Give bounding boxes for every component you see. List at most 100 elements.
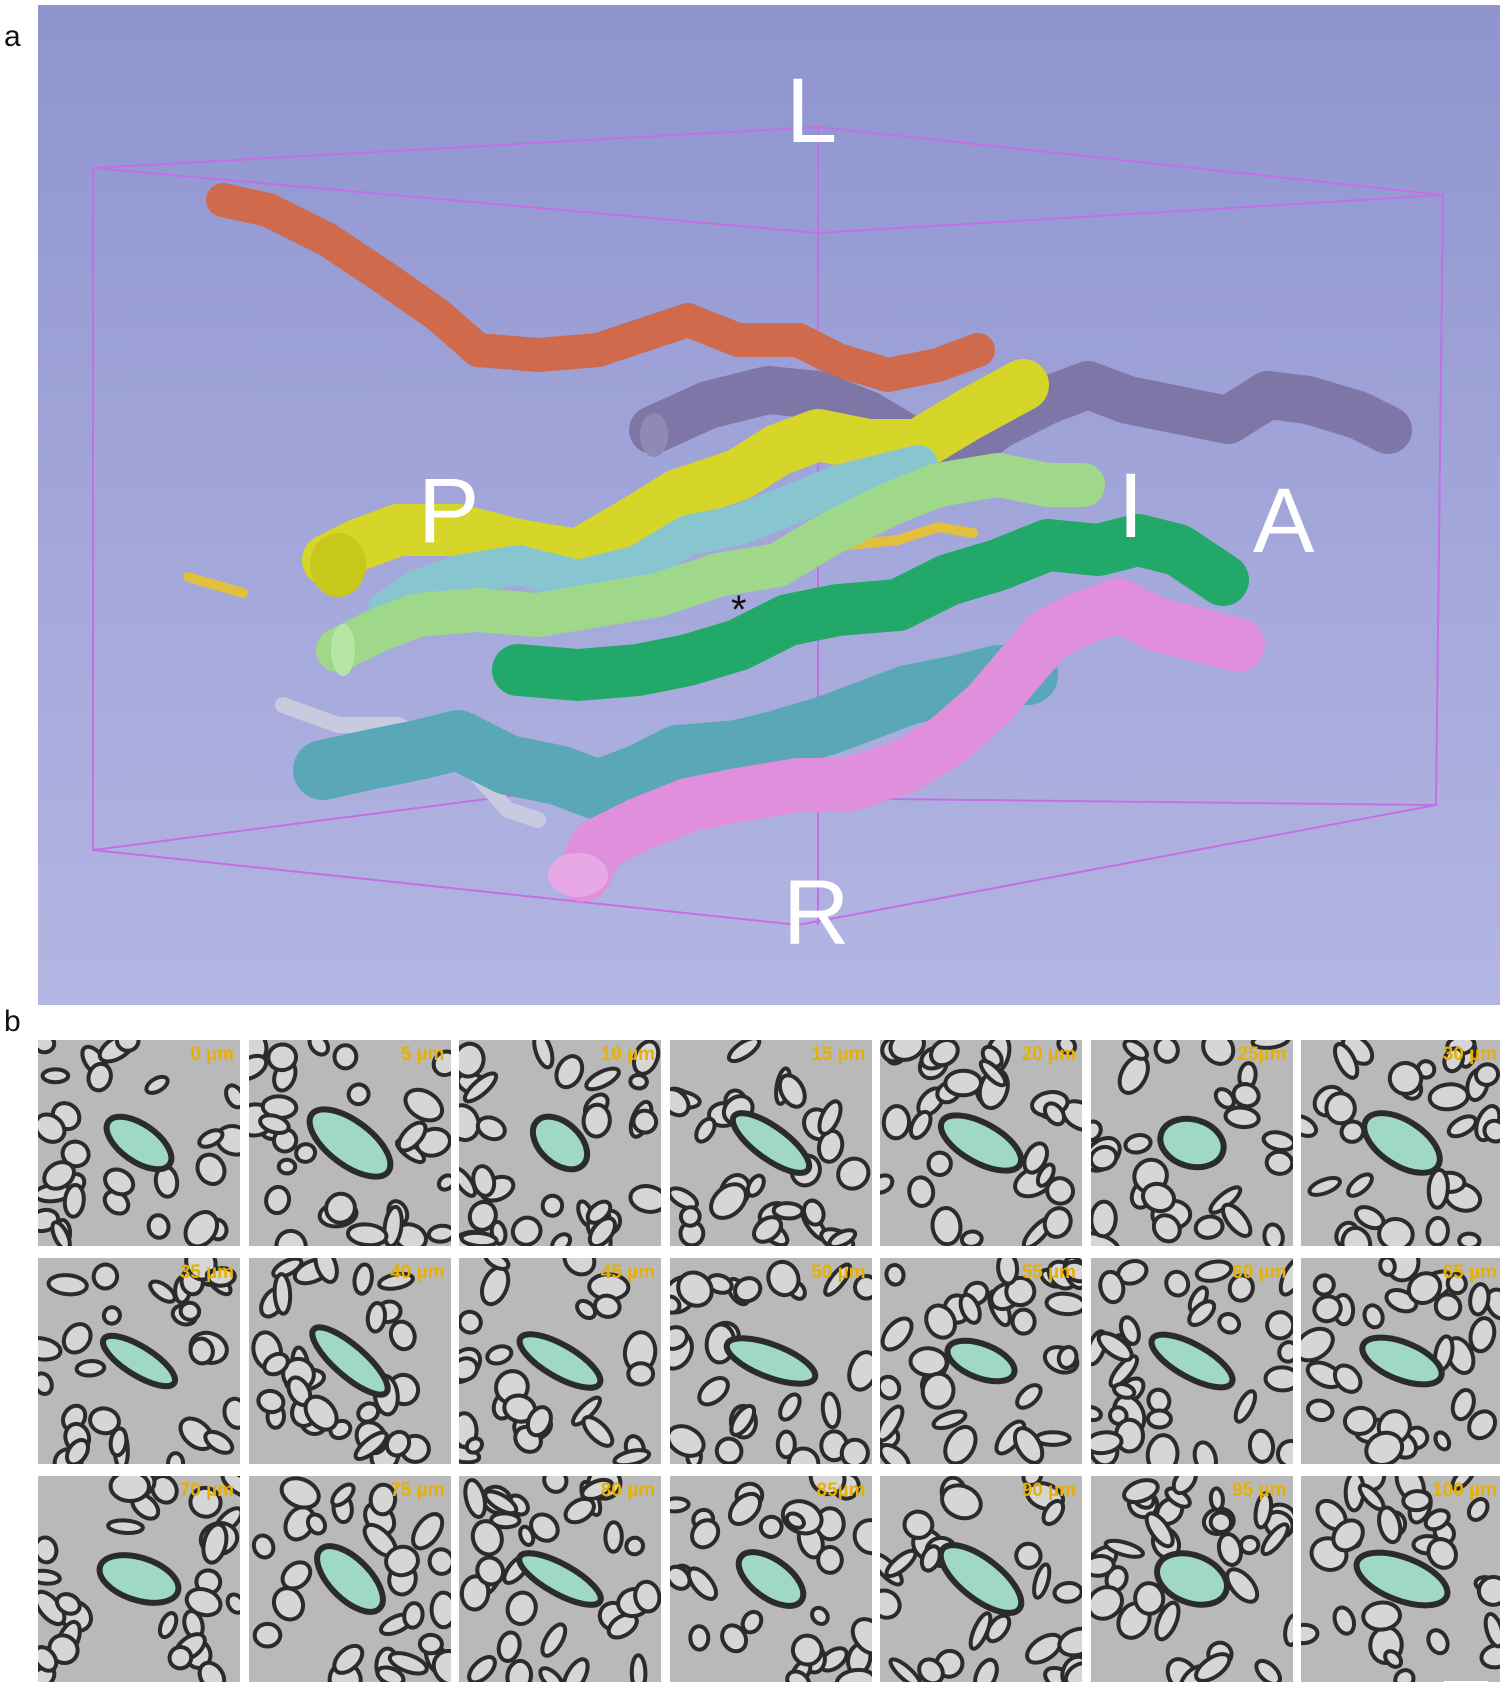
axon-profile [1276, 1340, 1293, 1364]
em-section-image [459, 1476, 661, 1682]
axon-profile [429, 1590, 451, 1630]
depth-label: 85µm [816, 1480, 866, 1501]
fiber-darkgreen [492, 514, 1249, 701]
axon-profile [669, 1294, 681, 1315]
axon-profile [1041, 1498, 1066, 1527]
axon-profile [784, 1669, 811, 1682]
fiber-lightgreen [316, 453, 1105, 672]
axon-profile [740, 1609, 763, 1635]
axon-profile [410, 1512, 444, 1551]
axon-profile [929, 1040, 960, 1068]
axon-profile [958, 1292, 982, 1325]
axon-profile [485, 1344, 514, 1366]
axon-profile [669, 1325, 689, 1351]
axon-profile [471, 1164, 497, 1198]
axon-profile [540, 1622, 568, 1658]
axon-profile [784, 1511, 806, 1530]
axon-profile [765, 1259, 800, 1298]
axon-profile [1278, 1258, 1293, 1297]
axon-profile [1378, 1258, 1397, 1277]
depth-label: 100 µm [1432, 1480, 1497, 1501]
axon-profile [61, 1322, 93, 1355]
axon-profile [496, 1630, 522, 1663]
axon-profile [584, 1066, 621, 1092]
axon-profile [201, 1522, 229, 1565]
axon-profile [1063, 1660, 1082, 1682]
section-tile: 55 µm [880, 1258, 1082, 1464]
fiber-pink [556, 578, 1265, 902]
em-section-image [1301, 1476, 1500, 1682]
axon-profile [525, 1405, 553, 1438]
axon-profile [1401, 1489, 1433, 1513]
highlighted-axon [1147, 1331, 1236, 1391]
axon-profile [274, 1228, 308, 1246]
axon-profile [603, 1520, 624, 1554]
em-section-image [669, 1476, 872, 1682]
axon-profile [38, 1112, 67, 1144]
highlighted-axon [729, 1110, 812, 1176]
axon-profile [758, 1514, 784, 1539]
axon-profile [1484, 1287, 1500, 1321]
axon-profile [279, 1476, 321, 1510]
axon-profile [809, 1605, 830, 1626]
axon-profile [1261, 1222, 1285, 1246]
depth-label: 20 µm [1021, 1044, 1076, 1065]
axon-profile [973, 1657, 999, 1682]
axon-profile [1224, 1567, 1259, 1604]
axon-profile [148, 1279, 177, 1304]
axon-profile [968, 1611, 993, 1651]
axon-profile [1090, 1144, 1118, 1172]
axon-profile [1466, 1497, 1490, 1522]
axon-profile [581, 1102, 612, 1139]
axon-profile [257, 1113, 291, 1135]
axon-profile [1186, 1299, 1216, 1327]
axon-profile [1393, 1668, 1416, 1682]
em-section-image [248, 1040, 451, 1246]
axon-profile [55, 1592, 82, 1616]
axon-profile [42, 1160, 76, 1191]
depth-label: 40 µm [390, 1262, 445, 1283]
axon-profile [1282, 1613, 1293, 1647]
depth-label: 10 µm [600, 1044, 655, 1065]
highlighted-axon [313, 1543, 386, 1615]
axon-profile [470, 1519, 504, 1557]
axon-profile [431, 1049, 451, 1078]
axon-profile [919, 1544, 942, 1573]
axon-profile [902, 1509, 935, 1540]
highlighted-axon [529, 1113, 591, 1173]
axon-profile [1264, 1149, 1293, 1176]
em-section-image [38, 1040, 240, 1246]
axon-profile [426, 1223, 451, 1244]
depth-label: 50 µm [811, 1262, 866, 1283]
em-section-image [38, 1258, 240, 1464]
axon-profile [1090, 1554, 1116, 1578]
axon-profile [1482, 1118, 1500, 1144]
axon-profile [40, 1067, 71, 1085]
axon-profile [272, 1272, 292, 1316]
axon-profile [926, 1150, 953, 1177]
axon-profile [331, 1643, 364, 1675]
axon-profile [580, 1477, 615, 1501]
axon-profile [178, 1300, 202, 1322]
axon-profile [459, 1356, 480, 1383]
axon-profile [1342, 1405, 1378, 1436]
axon-profile [384, 1429, 411, 1458]
depth-label: 55 µm [1021, 1262, 1076, 1283]
axon-profile [631, 1108, 659, 1135]
axon-profile [728, 1403, 756, 1437]
depth-label: 45 µm [600, 1262, 655, 1283]
axon-profile [943, 1424, 978, 1464]
depth-label: 75 µm [390, 1480, 445, 1501]
axon-profile [417, 1632, 444, 1656]
axon-profile [1442, 1046, 1466, 1074]
axon-profile [1090, 1405, 1103, 1423]
axon-profile [1121, 1040, 1149, 1061]
axon-profile [1263, 1365, 1293, 1393]
axon-profile [1468, 1316, 1497, 1354]
axon-profile [1208, 1510, 1233, 1535]
axon-profile [1260, 1522, 1290, 1557]
axon-profile [195, 1152, 227, 1186]
axon-profile [1340, 1225, 1373, 1246]
axon-profile [150, 1476, 179, 1505]
fiber-purple [629, 361, 1412, 479]
